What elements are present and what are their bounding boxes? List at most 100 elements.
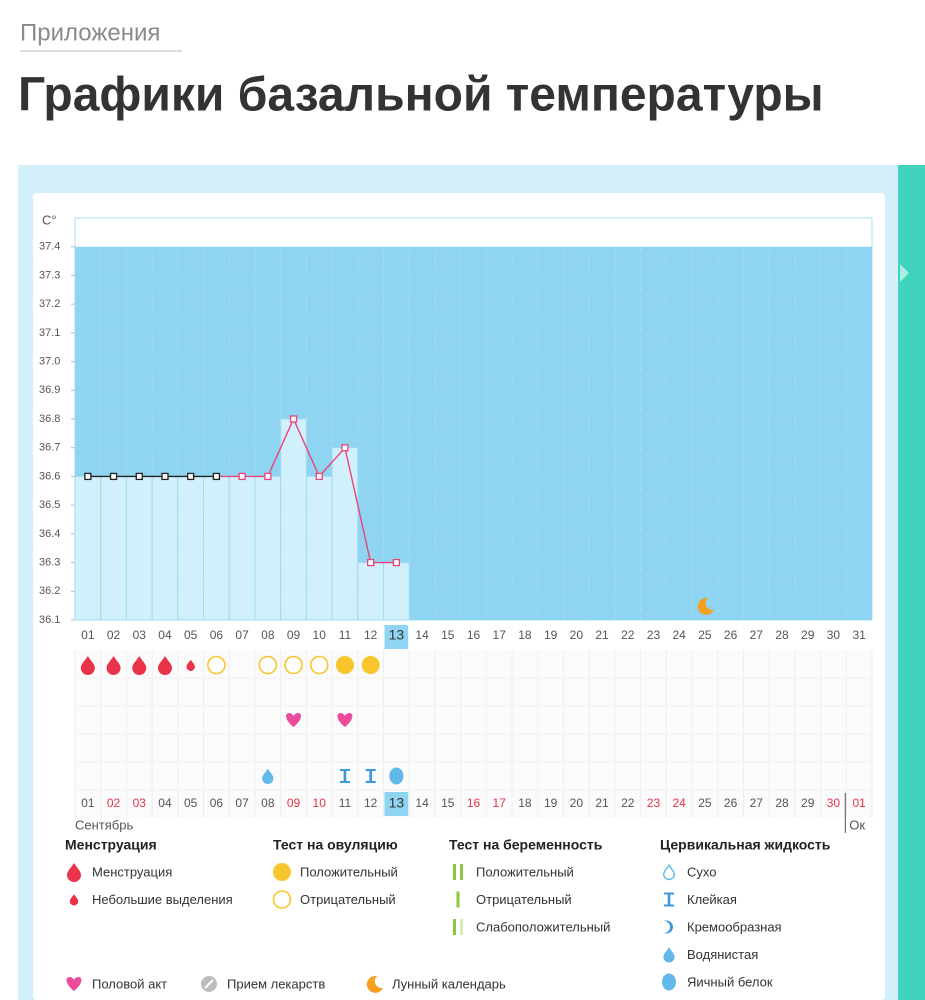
- x-tick-label: 30: [827, 796, 841, 810]
- x-tick-label: 01: [852, 796, 866, 810]
- circle: [273, 863, 291, 881]
- x-tick-label: 03: [133, 628, 147, 642]
- y-tick-label: 36.2: [39, 585, 60, 597]
- x-tick-label: 29: [801, 628, 815, 642]
- x-tick-label: 24: [672, 628, 686, 642]
- day-bar: [383, 562, 410, 621]
- x-tick-label: 16: [467, 628, 481, 642]
- icon-watery: [262, 768, 274, 784]
- temperature-point: [187, 472, 195, 481]
- x-tick-label: 19: [544, 796, 558, 810]
- x-tick-label: 15: [441, 628, 455, 642]
- icon-creamy: [664, 920, 673, 934]
- y-tick-label: 37.2: [39, 298, 60, 310]
- drop: [663, 947, 675, 963]
- legend-label: Лунный календарь: [392, 976, 506, 991]
- egg: [662, 973, 676, 991]
- legend: Менструация Менструация Небольшие выделени…: [65, 837, 831, 993]
- day-bar: [74, 475, 102, 621]
- x-tick-label: 05: [184, 796, 198, 810]
- x-tick-label: 16: [467, 796, 481, 810]
- icon-circle-fill: [273, 863, 291, 881]
- icon-sticky: [339, 769, 350, 783]
- icon-faint-bars: [453, 919, 463, 935]
- x-tick-label: 09: [287, 796, 301, 810]
- legend-label: Клейкая: [687, 892, 737, 907]
- temperature-point: [392, 558, 401, 567]
- x-tick-label: 04: [158, 628, 172, 642]
- legend-label: Половой акт: [92, 976, 167, 991]
- legend-title: Тест на беременность: [449, 837, 603, 853]
- side-tab[interactable]: [898, 165, 925, 1000]
- icon-drop: [80, 656, 95, 675]
- y-tick-label: 36.1: [39, 614, 60, 626]
- legend-label: Водянистая: [687, 947, 758, 962]
- circle: [258, 655, 278, 675]
- bar: [460, 864, 463, 880]
- drop: [132, 656, 147, 675]
- x-tick-label: 11: [339, 796, 352, 810]
- icon-circle-outline: [258, 655, 278, 675]
- x-tick-label: 28: [775, 796, 789, 810]
- icon-circle-outline: [272, 890, 292, 909]
- day-bar: [228, 475, 256, 621]
- day-bar: [254, 475, 282, 621]
- x-tick-label: 26: [724, 628, 738, 642]
- x-tick-label: 23: [647, 796, 661, 810]
- y-tick-label: 37.0: [39, 355, 60, 367]
- temperature-point: [84, 472, 92, 481]
- temperature-point: [212, 472, 221, 481]
- icon-pill: [201, 976, 217, 992]
- breadcrumb[interactable]: Приложения: [20, 19, 160, 46]
- icon-moon: [697, 597, 714, 615]
- bar: [460, 919, 463, 935]
- icon-dry: [663, 863, 675, 881]
- bar: [456, 891, 460, 908]
- legend-label: Положительный: [300, 864, 398, 879]
- temperature-point: [135, 472, 143, 481]
- x-tick-label: 10: [313, 628, 327, 642]
- icon-moon: [366, 975, 383, 993]
- temperature-point: [161, 472, 169, 481]
- legend-label: Отрицательный: [476, 892, 572, 907]
- drop: [157, 656, 172, 675]
- egg: [389, 767, 404, 785]
- x-tick-label: 14: [415, 628, 429, 642]
- temperature-point: [109, 472, 118, 481]
- half: [664, 920, 673, 934]
- day-bar: [203, 475, 230, 621]
- circle: [335, 656, 354, 674]
- drop: [67, 863, 81, 882]
- hourglass: [365, 769, 376, 783]
- day-bar: [151, 475, 179, 621]
- legend-title: Цервикальная жидкость: [660, 837, 831, 853]
- day-bar: [100, 475, 127, 621]
- y-tick-label: 37.1: [39, 327, 60, 339]
- x-tick-label: 12: [364, 796, 378, 810]
- legend-title: Тест на овуляцию: [273, 837, 398, 853]
- icon-drop: [106, 656, 121, 675]
- x-tick-label: 02: [107, 796, 121, 810]
- temperature-point: [341, 444, 349, 452]
- x-tick-label: 07: [235, 796, 249, 810]
- y-tick-label: 36.9: [39, 384, 60, 396]
- icon-drop: [157, 656, 172, 675]
- hourglass: [339, 769, 350, 783]
- y-tick-label: 36.8: [39, 413, 60, 425]
- x-tick-label: 06: [210, 628, 224, 642]
- icon-circle-fill: [361, 656, 380, 674]
- legend-label: Кремообразная: [687, 919, 782, 934]
- page-title: Графики базальной температуры: [18, 69, 824, 122]
- heart: [337, 713, 353, 727]
- icon-sticky: [664, 892, 674, 907]
- side-tab-arrow: [900, 264, 909, 282]
- pill-slash: [204, 979, 214, 989]
- legend-label: Прием лекарств: [227, 976, 325, 991]
- icon-circle-fill: [335, 656, 354, 674]
- month-label: Ок: [849, 817, 865, 832]
- x-tick-label: 30: [827, 628, 841, 642]
- circle: [207, 655, 226, 675]
- temperature-line: [216, 417, 397, 564]
